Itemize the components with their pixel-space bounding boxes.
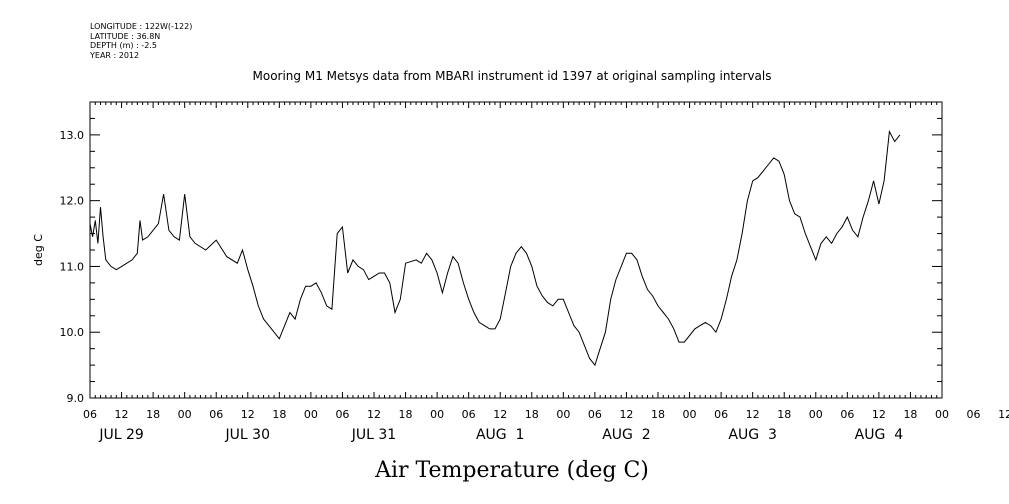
- x-tick-label: 06: [83, 408, 97, 421]
- x-tick-label: 18: [903, 408, 917, 421]
- x-tick-label: 06: [335, 408, 349, 421]
- x-tick-label: 00: [178, 408, 192, 421]
- metadata-block: LONGITUDE : 122W(-122) LATITUDE : 36.8N …: [90, 22, 192, 60]
- x-tick-label: 06: [967, 408, 981, 421]
- plot-frame: [89, 101, 943, 399]
- x-tick-label: 18: [399, 408, 413, 421]
- y-axis-label: deg C: [32, 234, 45, 266]
- x-tick-label: 00: [683, 408, 697, 421]
- y-tick-label: 9.0: [67, 392, 85, 405]
- x-tick-label: 00: [935, 408, 949, 421]
- x-tick-label: 00: [430, 408, 444, 421]
- x-tick-label: 12: [998, 408, 1009, 421]
- x-tick-label: 12: [872, 408, 886, 421]
- y-tick-label: 12.0: [60, 195, 85, 208]
- x-day-label: JUL 30: [225, 427, 270, 443]
- x-tick-label: 12: [367, 408, 381, 421]
- x-tick-label: 06: [462, 408, 476, 421]
- y-tick-label: 11.0: [60, 260, 85, 273]
- x-tick-label: 18: [525, 408, 539, 421]
- axes: 06 12 18 00 06 12 18 00 06 12 18 00 06 12 18 00 06 12 18 00…: [60, 101, 1009, 443]
- x-tick-label: 12: [493, 408, 507, 421]
- x-tick-label: 12: [619, 408, 633, 421]
- chart-title: Mooring M1 Metsys data from MBARI instru…: [253, 69, 772, 83]
- series-line: [89, 129, 901, 367]
- year-text: YEAR : 2012: [90, 50, 140, 60]
- x-tick-label: 00: [809, 408, 823, 421]
- x-day-label: AUG 2: [602, 427, 650, 443]
- longitude-text: LONGITUDE : 122W(-122): [90, 22, 193, 31]
- x-tick-label: 12: [746, 408, 760, 421]
- x-tick-label: 06: [209, 408, 223, 421]
- x-tick-label: 06: [588, 408, 602, 421]
- x-day-label: AUG 3: [728, 427, 776, 443]
- x-day-label: AUG 1: [476, 427, 524, 443]
- y-tick-label: 10.0: [60, 326, 85, 339]
- x-tick-label: 18: [651, 408, 665, 421]
- x-tick-label: 12: [115, 408, 129, 421]
- x-tick-label: 12: [241, 408, 255, 421]
- x-tick-label: 00: [556, 408, 570, 421]
- x-day-label: JUL 29: [98, 427, 143, 443]
- x-tick-label: 18: [146, 408, 160, 421]
- x-tick-label: 18: [777, 408, 791, 421]
- x-tick-label: 18: [272, 408, 286, 421]
- latitude-text: LATITUDE : 36.8N: [90, 31, 161, 41]
- y-tick-label: 13.0: [60, 129, 85, 142]
- x-day-label: AUG 4: [855, 427, 904, 443]
- depth-text: DEPTH (m) : -2.5: [90, 41, 157, 50]
- x-axis-label: Air Temperature (deg C): [374, 458, 649, 483]
- x-tick-label: 06: [840, 408, 854, 421]
- x-tick-label: 06: [714, 408, 728, 421]
- x-day-label: JUL 31: [351, 427, 396, 443]
- x-tick-label: 00: [304, 408, 318, 421]
